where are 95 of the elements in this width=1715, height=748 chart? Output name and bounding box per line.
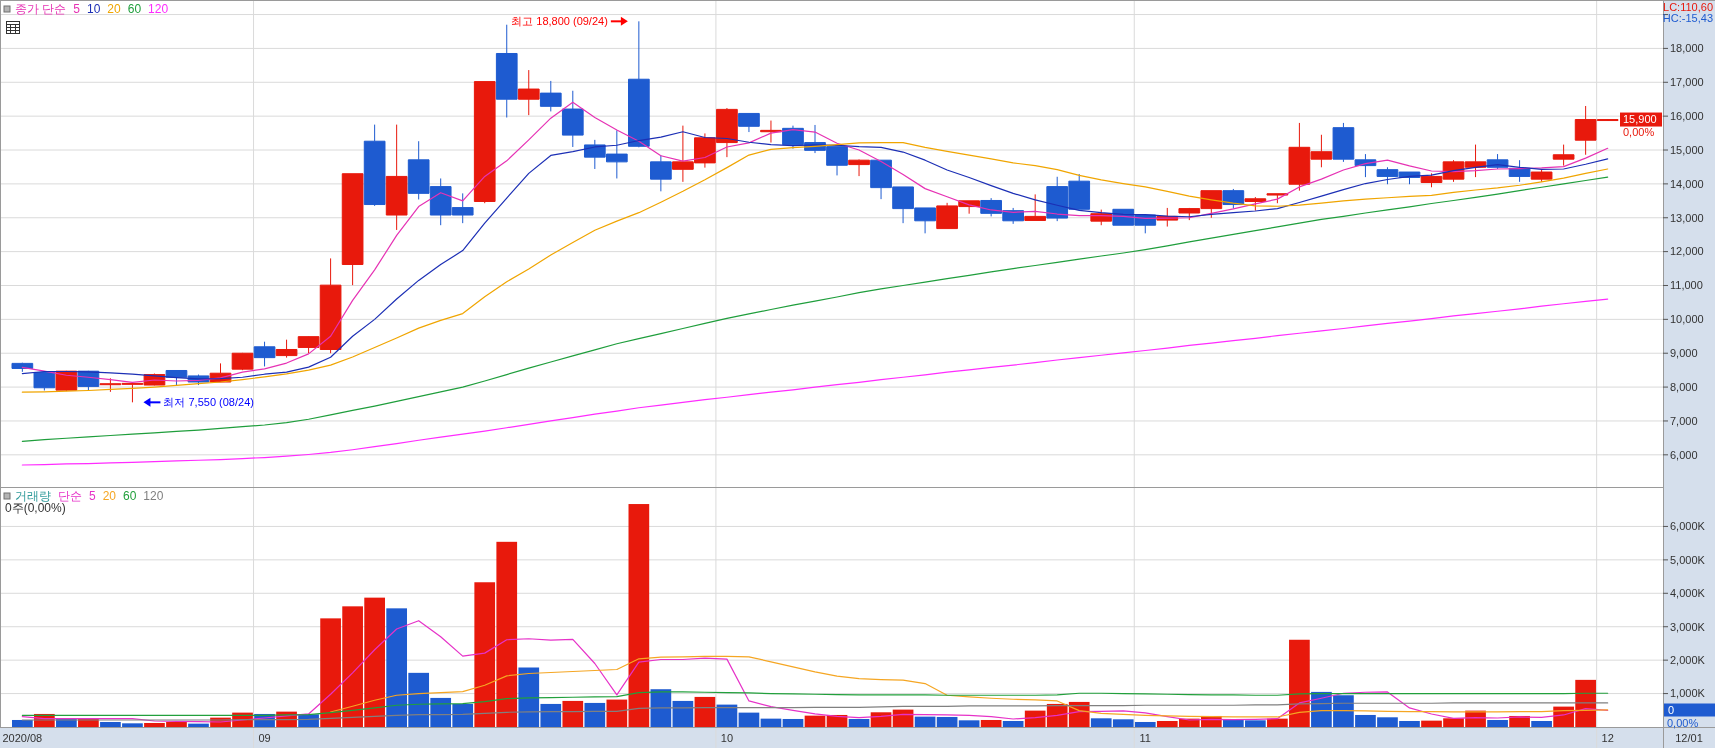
bar — [1002, 720, 1024, 727]
y-tick-label: 11,000 — [1670, 279, 1703, 292]
text: 120 — [143, 489, 164, 504]
text: 20 — [102, 489, 117, 504]
y-tick-label: 6,000 — [1670, 448, 1698, 461]
y-tick-label: 3,000K — [1670, 620, 1706, 633]
candlestick — [1552, 144, 1575, 167]
text: HC:-15,43 — [1662, 11, 1713, 24]
text: 5 — [73, 2, 81, 17]
candlestick — [650, 154, 672, 192]
candlestick — [628, 20, 650, 148]
x-tick-label: 09 — [258, 731, 271, 744]
text: 0 — [1668, 703, 1675, 716]
bar — [628, 504, 650, 727]
text: 120 — [148, 2, 169, 17]
bar — [1531, 720, 1552, 727]
y-tick-label: 1,000K — [1670, 687, 1706, 700]
y-tick-label: 9,000 — [1670, 347, 1698, 360]
y-tick-label: 10,000 — [1670, 313, 1704, 326]
annotation: 0주(0,00%) — [5, 501, 66, 516]
y-tick-label: 15,000 — [1670, 143, 1704, 156]
y-tick-label: 13,000 — [1670, 211, 1704, 224]
y-tick-label: 7,000 — [1670, 414, 1698, 427]
x-tick-label: 12 — [1601, 731, 1614, 744]
bar — [980, 719, 1002, 727]
y-tick-label: 2,000K — [1670, 654, 1706, 666]
legend-title: 단순 — [58, 489, 82, 504]
text: 0,00% — [1667, 716, 1699, 729]
line-series — [330, 655, 1609, 718]
bar — [782, 718, 804, 727]
text: 20 — [107, 2, 122, 17]
candlestick — [517, 69, 540, 116]
candlestick — [738, 112, 760, 133]
text: 0,00% — [1623, 126, 1655, 139]
bar — [12, 719, 33, 727]
line-series — [21, 702, 1609, 721]
y-tick-label: 4,000K — [1670, 587, 1706, 600]
x-tick-label: 2020/08 — [2, 731, 43, 744]
text: LC:110,60 — [1663, 0, 1713, 13]
line-series — [21, 691, 1609, 716]
bar — [188, 723, 209, 727]
candlestick — [848, 159, 870, 177]
text: 10 — [87, 2, 101, 17]
y-tick-label: 14,000 — [1670, 177, 1704, 190]
bar — [716, 704, 738, 727]
line-series — [21, 176, 1609, 442]
y-tick-label: 8,000 — [1670, 380, 1698, 393]
text: 5 — [89, 489, 96, 504]
bar — [936, 716, 958, 727]
bar — [562, 700, 584, 727]
candlestick — [1530, 168, 1553, 183]
candlestick — [561, 90, 584, 148]
y-tick-label: 12,000 — [1670, 245, 1704, 258]
candlestick — [539, 80, 562, 112]
legend-title: 종가 단순 — [15, 2, 67, 17]
text: 12/01 — [1675, 731, 1703, 744]
y-tick-label: 6,000K — [1670, 520, 1706, 533]
bar — [914, 716, 936, 727]
bar — [760, 718, 782, 727]
candlestick — [385, 124, 408, 231]
candlestick — [1024, 193, 1047, 221]
candlestick — [33, 371, 56, 391]
candlestick — [1222, 188, 1245, 210]
bar — [848, 718, 870, 727]
annotation: 15,900 — [1623, 113, 1657, 126]
text: 60 — [127, 2, 142, 17]
y-tick-label: 18,000 — [1670, 42, 1704, 55]
bar — [694, 696, 716, 727]
bar — [672, 700, 694, 727]
bar — [584, 702, 606, 727]
candlestick — [341, 173, 364, 286]
candlestick — [231, 352, 254, 371]
candlestick — [1244, 196, 1267, 212]
candlestick — [11, 362, 34, 373]
text: 60 — [123, 489, 137, 504]
x-tick-label: 11 — [1139, 731, 1151, 744]
y-tick-label: 16,000 — [1670, 110, 1704, 122]
candlestick — [760, 120, 782, 144]
bar — [606, 699, 628, 727]
y-tick-label: 5,000K — [1670, 553, 1706, 566]
candlestick — [253, 341, 276, 367]
bar — [958, 720, 980, 727]
bar — [804, 715, 826, 727]
candlestick — [275, 339, 298, 359]
annotation: 최고 18,800 (09/24) — [511, 15, 608, 28]
chart-title: 거래량 — [15, 489, 51, 504]
candlestick — [363, 124, 386, 207]
annotation: 최저 7,550 (08/24) — [163, 396, 254, 409]
bar — [1487, 719, 1508, 727]
bar — [870, 712, 892, 727]
bar — [738, 712, 760, 727]
x-tick-label: 10 — [720, 731, 734, 744]
y-tick-label: 17,000 — [1670, 76, 1704, 89]
line-series — [21, 298, 1609, 466]
candlestick — [473, 81, 496, 204]
